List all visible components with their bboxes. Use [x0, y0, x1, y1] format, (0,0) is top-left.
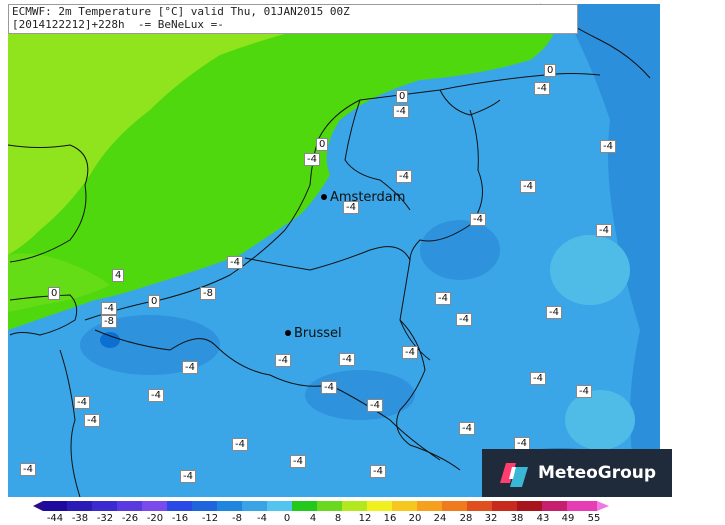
legend-tick: 20 — [408, 513, 422, 524]
value-label: -8 — [101, 315, 117, 328]
city-label: Amsterdam — [330, 190, 406, 205]
header-line-2: [2014122212]+228h -= BeNeLux =- — [12, 18, 224, 31]
legend-tick: -44 — [46, 513, 64, 524]
cold-pocket-west — [80, 315, 220, 375]
legend-tick: 0 — [283, 513, 291, 524]
value-label: -4 — [470, 213, 486, 226]
value-label: -4 — [74, 396, 90, 409]
legend-tick: 49 — [561, 513, 575, 524]
value-label: -4 — [84, 414, 100, 427]
legend-tick: -16 — [171, 513, 189, 524]
logo-text: MeteoGroup — [538, 463, 657, 483]
value-label: -4 — [600, 140, 616, 153]
legend-tick: 4 — [309, 513, 317, 524]
value-label: 0 — [148, 295, 161, 308]
cold-pocket-nl — [420, 220, 500, 280]
legend-colorbar — [33, 501, 609, 511]
legend-tick: 24 — [433, 513, 447, 524]
city-label: Brussel — [294, 326, 342, 341]
legend-tick: 8 — [334, 513, 342, 524]
value-label: -4 — [275, 354, 291, 367]
warm-pocket-east — [550, 235, 630, 305]
value-label: -4 — [148, 389, 164, 402]
legend-tick: -4 — [257, 513, 267, 524]
value-label: -4 — [530, 372, 546, 385]
legend-tick: 12 — [358, 513, 372, 524]
city-dot — [321, 193, 327, 200]
warm-region-land — [8, 4, 330, 255]
value-label: -4 — [396, 170, 412, 183]
value-label: -4 — [596, 224, 612, 237]
legend-tick: 43 — [536, 513, 550, 524]
value-label: -4 — [232, 438, 248, 451]
value-label: -4 — [304, 153, 320, 166]
value-label: -4 — [180, 470, 196, 483]
value-label: 4 — [112, 269, 125, 282]
value-label: -4 — [321, 381, 337, 394]
legend-tick: -32 — [96, 513, 114, 524]
value-label: -4 — [456, 313, 472, 326]
value-label: -4 — [20, 463, 36, 476]
value-label: -4 — [290, 455, 306, 468]
legend-tick: 28 — [459, 513, 473, 524]
legend-tick: 16 — [383, 513, 397, 524]
value-label: -4 — [402, 346, 418, 359]
value-label: -4 — [576, 385, 592, 398]
deep-cold-pocket — [100, 332, 120, 348]
cold-region-east — [560, 4, 660, 497]
value-label: -4 — [367, 399, 383, 412]
legend-tick: -20 — [146, 513, 164, 524]
meteogroup-logo: MeteoGroup — [482, 449, 672, 497]
value-label: -4 — [182, 361, 198, 374]
map-header: ECMWF: 2m Temperature [°C] valid Thu, 01… — [8, 4, 578, 34]
value-label: 0 — [48, 287, 61, 300]
value-label: -4 — [435, 292, 451, 305]
value-label: -4 — [227, 256, 243, 269]
value-label: -4 — [101, 302, 117, 315]
value-label: -4 — [393, 105, 409, 118]
warm-pocket-south — [565, 390, 635, 450]
value-label: -8 — [200, 287, 216, 300]
legend-tick: -38 — [71, 513, 89, 524]
city-brussel: Brussel — [285, 326, 342, 341]
value-label: 0 — [544, 64, 557, 77]
value-label: -4 — [546, 306, 562, 319]
legend-tick: -26 — [121, 513, 139, 524]
value-label: 0 — [396, 90, 409, 103]
value-label: -4 — [520, 180, 536, 193]
value-label: -4 — [343, 201, 359, 214]
legend-tick: -8 — [232, 513, 242, 524]
value-label: -4 — [459, 422, 475, 435]
value-label: -4 — [534, 82, 550, 95]
value-label: 0 — [316, 138, 329, 151]
value-label: -4 — [339, 353, 355, 366]
legend-tick: 32 — [484, 513, 498, 524]
legend-tick: 55 — [587, 513, 601, 524]
meteogroup-logo-icon — [500, 463, 528, 487]
legend-tick: 38 — [510, 513, 524, 524]
header-line-1: ECMWF: 2m Temperature [°C] valid Thu, 01… — [12, 5, 350, 18]
value-label: -4 — [370, 465, 386, 478]
legend-tick: -12 — [201, 513, 219, 524]
city-amsterdam: Amsterdam — [321, 190, 405, 205]
city-dot — [285, 329, 291, 336]
